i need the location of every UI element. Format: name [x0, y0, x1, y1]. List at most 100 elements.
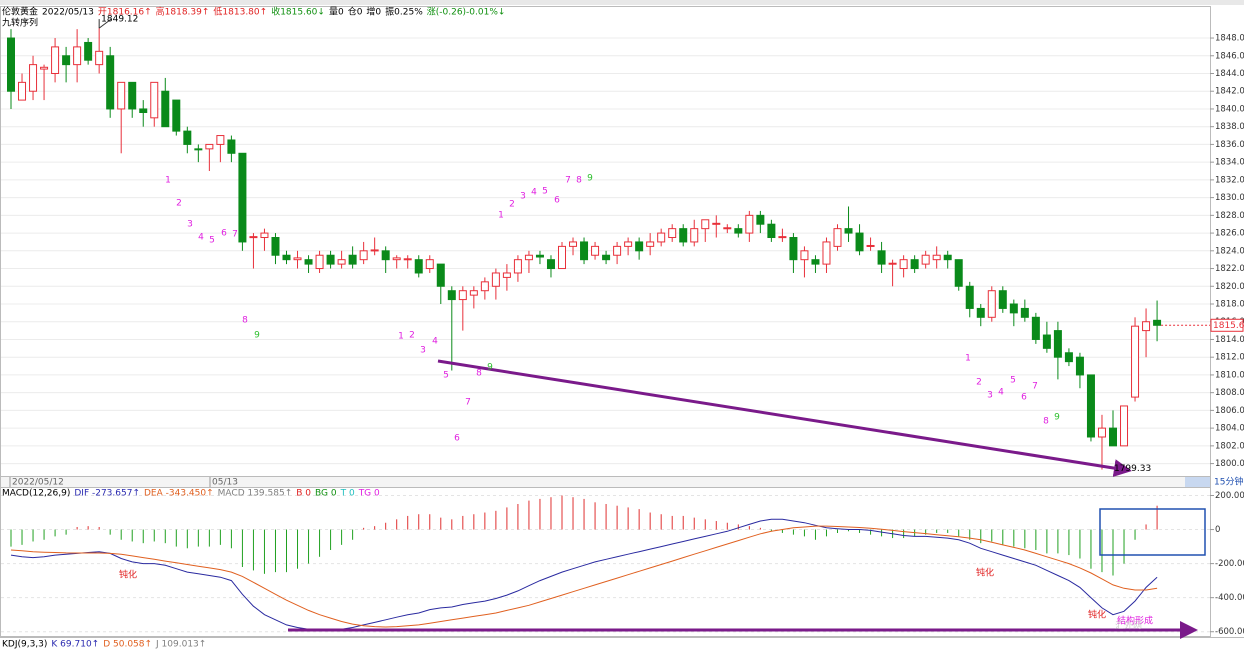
candle-body: [117, 81, 126, 110]
candle-body: [172, 99, 181, 132]
date-label: 2022/05/12: [12, 478, 64, 488]
header-item: T 0: [340, 489, 355, 499]
candle-body: [106, 55, 115, 110]
header-item: 收1815.60↓: [271, 6, 325, 18]
candle-body: [337, 259, 346, 265]
y-tick-label: 1828.00: [1215, 211, 1244, 221]
header-item: 增0: [366, 6, 381, 18]
td-label: 7: [1032, 382, 1038, 392]
candle-body: [502, 272, 511, 278]
td-label: 8: [242, 316, 248, 326]
text-layer: 1800.00 1802.00 1804.00 1806.00 1808.00 1810.…: [2, 6, 1244, 650]
candle-body: [778, 236, 787, 239]
candle-body: [227, 139, 236, 154]
candle-body: [734, 228, 743, 234]
header-item: DEA -343.450↑: [144, 489, 214, 499]
candle-body: [128, 81, 137, 110]
candle-body: [524, 254, 533, 261]
td-label: 7: [465, 398, 471, 408]
candle-body: [1053, 330, 1062, 358]
macd-annotation: 钝化: [1088, 609, 1106, 621]
candle-body: [822, 241, 831, 265]
candle-body: [921, 254, 930, 265]
y-tick-label: 1826.00: [1215, 229, 1244, 239]
y-tick-label: 1842.00: [1215, 87, 1244, 97]
candle-body: [29, 64, 38, 92]
candle-body: [899, 259, 908, 270]
candle-body: [51, 46, 60, 74]
header-item: 振0.25%: [385, 6, 423, 18]
candle-body: [987, 290, 996, 318]
td-label: 9: [487, 363, 493, 373]
dif-line: [10, 518, 1158, 631]
header-item: J 109.013↑: [155, 640, 206, 650]
macd-annotation: 结构形成: [1117, 615, 1153, 627]
candle-body: [513, 259, 522, 274]
candle-body: [348, 254, 357, 265]
candle-body: [282, 254, 291, 261]
high-leader: [98, 18, 112, 29]
header-item: 高1818.39↑: [156, 6, 210, 18]
y-tick-label: 1810.00: [1215, 370, 1244, 380]
y-tick-label: 1812.00: [1215, 353, 1244, 363]
candle-body: [447, 290, 456, 301]
y-tick-label: 1818.00: [1215, 300, 1244, 310]
trend-arrow: [437, 359, 1132, 478]
candle-body: [139, 108, 148, 114]
td-label: 7: [565, 176, 571, 186]
candle-body: [370, 249, 379, 252]
candle-body: [1120, 405, 1129, 447]
y-tick-label: 1848.00: [1215, 34, 1244, 44]
candle-body: [943, 254, 952, 261]
candle-body: [205, 143, 214, 150]
y-tick-label: 1806.00: [1215, 406, 1244, 416]
candle-body: [745, 214, 754, 234]
y-tick-label: 1822.00: [1215, 264, 1244, 274]
candle-body: [635, 241, 644, 252]
candle-body: [712, 222, 721, 225]
header-item: K 69.710↑: [51, 640, 99, 650]
td-label: 4: [531, 188, 537, 198]
candle-body: [1131, 325, 1140, 398]
candle-body: [381, 250, 390, 261]
macd-annotation: 钝化: [119, 569, 137, 581]
candle-body: [701, 219, 710, 230]
candle-body: [194, 148, 203, 151]
y-tick-label: 1846.00: [1215, 51, 1244, 61]
td-label: 8: [576, 176, 582, 186]
candle-body: [569, 241, 578, 247]
header-item: 涨(-0.26)-0.01%↓: [427, 7, 506, 18]
td-label: 1: [165, 176, 171, 186]
y-tick-label: 1804.00: [1215, 424, 1244, 434]
header-item: B 0: [296, 489, 311, 499]
header-item: TG 0: [358, 489, 380, 499]
candle-body: [723, 227, 732, 230]
candle-body: [326, 254, 335, 265]
candle-body: [1075, 356, 1084, 376]
candle-body: [403, 258, 412, 261]
candle-body: [40, 66, 49, 70]
candle-body: [260, 232, 269, 239]
y-tick-label: 1820.00: [1215, 282, 1244, 292]
high-label: 1849.12: [101, 15, 138, 25]
candle-body: [833, 228, 842, 247]
td-label: 3: [987, 391, 993, 401]
timeframe-label: 15分钟: [1214, 476, 1243, 488]
candle-body: [84, 41, 93, 61]
candle-body: [910, 259, 919, 270]
candle-body: [976, 307, 985, 318]
candle-body: [150, 81, 159, 119]
candle-body: [998, 290, 1007, 309]
candle-body: [73, 46, 82, 66]
candle-body: [304, 259, 313, 265]
y-tick-label: 200.00: [1215, 491, 1244, 501]
candle-body: [480, 281, 489, 292]
candle-body: [888, 262, 897, 265]
candle-body: [668, 228, 677, 239]
grid-layer: [1, 37, 1214, 633]
candle-body: [580, 241, 589, 261]
y-tick-label: 1824.00: [1215, 246, 1244, 256]
candle-body: [161, 90, 170, 128]
header-item: BG 0: [315, 489, 337, 499]
macd-panel-frame: [0, 487, 1211, 637]
